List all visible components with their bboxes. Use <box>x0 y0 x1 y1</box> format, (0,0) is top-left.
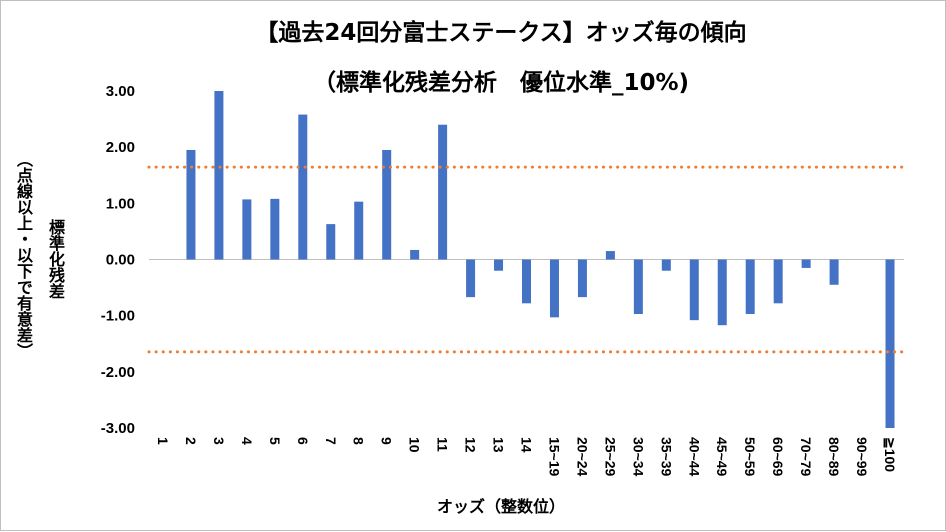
x-tick-label: ≧100 <box>882 437 898 472</box>
bar <box>549 259 559 318</box>
bar <box>382 149 392 260</box>
x-tick-label: 13 <box>491 437 507 453</box>
bar <box>214 91 224 260</box>
x-tick-label: 40~44 <box>686 437 702 477</box>
y-axis-title: 標準化残差 （点線以上・以下で有意差） <box>3 151 77 411</box>
chart-title: 【過去24回分富士ステークス】オッズ毎の傾向 <box>255 20 747 46</box>
bar <box>773 259 783 304</box>
x-tick-label: 30~34 <box>630 437 646 477</box>
x-tick-label: 1 <box>155 437 171 445</box>
bar <box>633 259 643 314</box>
bar <box>605 251 615 260</box>
x-tick-label: 90~99 <box>854 437 870 477</box>
chart-subtitle: （標準化残差分析 優位水準_10%) <box>312 70 690 96</box>
x-tick-label: 11 <box>435 437 451 452</box>
bar <box>326 224 336 260</box>
x-tick-label: 80~89 <box>826 437 842 477</box>
y-axis-title-line1: 標準化残差 <box>46 219 65 299</box>
x-tick-label: 5 <box>267 437 283 445</box>
x-tick-label: 25~29 <box>602 437 618 477</box>
bar <box>577 259 587 298</box>
x-tick-label: 9 <box>379 437 395 445</box>
x-tick-label: 35~39 <box>658 437 674 477</box>
bar <box>494 259 504 271</box>
bar <box>717 259 727 326</box>
x-tick-label: 45~49 <box>714 437 730 477</box>
bar <box>186 149 196 260</box>
x-tick-label: 7 <box>323 437 339 445</box>
y-tick-label: 0.00 <box>106 252 135 269</box>
bar <box>354 201 364 260</box>
x-tick-label: 14 <box>519 437 535 453</box>
x-tick-label: 12 <box>463 437 479 453</box>
bar <box>885 259 895 428</box>
x-tick-label: 4 <box>239 437 255 445</box>
bar <box>829 259 839 285</box>
x-tick-label: 60~69 <box>770 437 786 477</box>
y-axis-title-line2: （点線以上・以下で有意差） <box>14 151 33 359</box>
y-tick-label: 3.00 <box>106 83 135 100</box>
bar <box>298 114 308 260</box>
bar <box>661 259 671 271</box>
bar <box>466 259 476 298</box>
y-tick-label: -3.00 <box>101 420 135 437</box>
x-tick-label: 6 <box>295 437 311 445</box>
x-tick-label: 3 <box>211 437 227 445</box>
x-tick-label: 20~24 <box>574 437 590 477</box>
x-tick-label: 15~19 <box>546 437 562 477</box>
bar <box>410 249 420 260</box>
x-axis-title: オッズ（整数位） <box>436 497 565 516</box>
x-tick-label: 50~59 <box>742 437 758 477</box>
bar <box>438 124 448 260</box>
bar <box>745 259 755 314</box>
y-tick-label: -2.00 <box>101 364 135 381</box>
bar <box>242 199 252 260</box>
x-tick-label: 10 <box>407 437 423 453</box>
y-tick-label: 1.00 <box>106 195 135 212</box>
bar <box>522 259 531 304</box>
bar <box>689 259 699 321</box>
x-tick-label: 2 <box>183 437 199 445</box>
bar <box>801 259 811 268</box>
y-tick-label: -1.00 <box>101 308 135 325</box>
bar <box>270 198 280 260</box>
x-tick-label: 8 <box>351 437 367 445</box>
y-tick-label: 2.00 <box>106 139 135 156</box>
x-tick-label: 70~79 <box>798 437 814 477</box>
